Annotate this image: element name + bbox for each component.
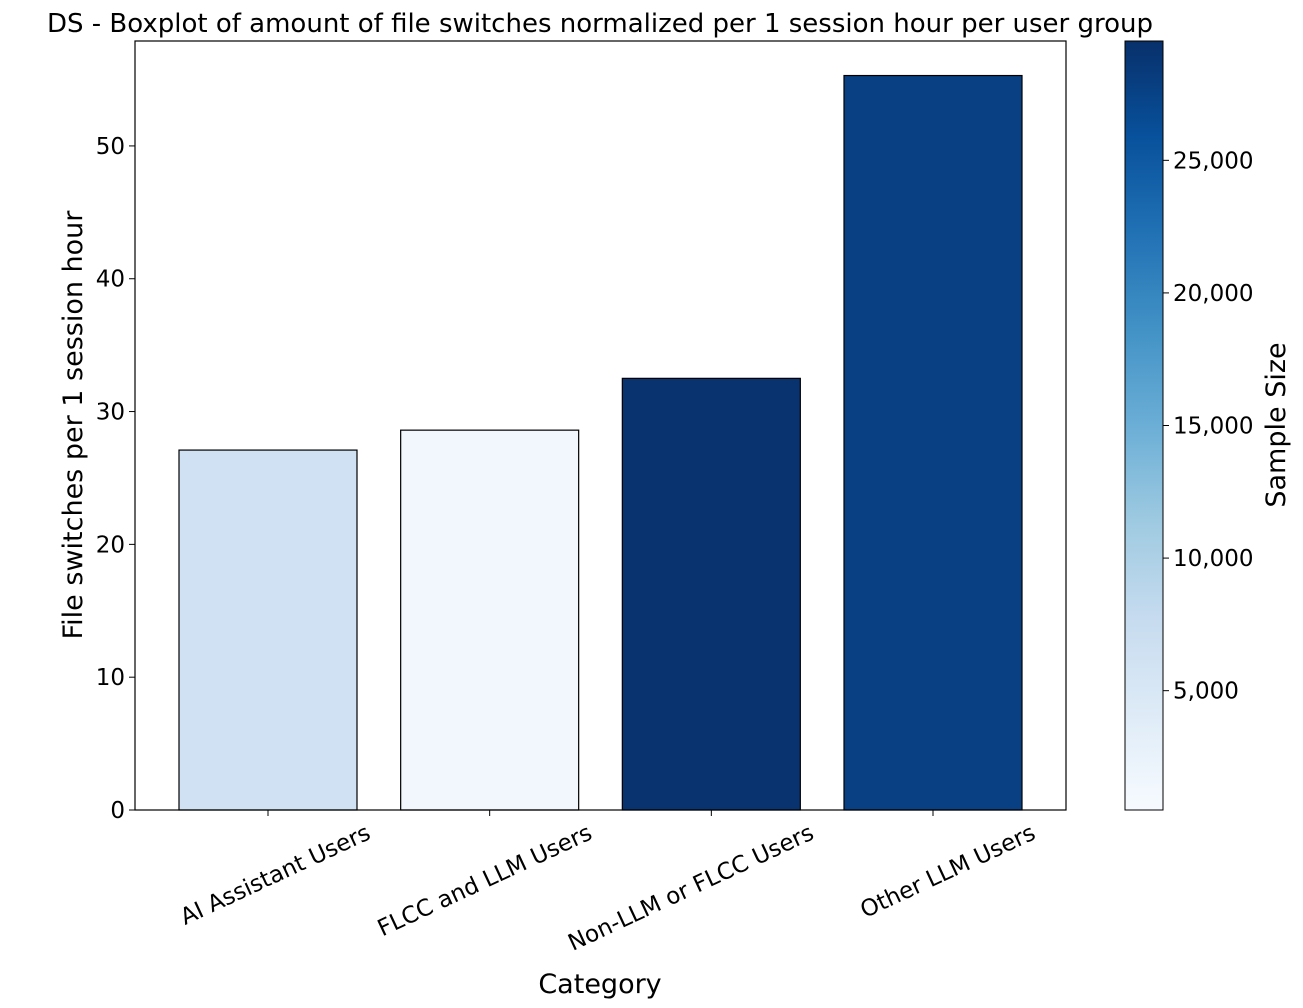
colorbar-label: Sample Size — [1261, 342, 1292, 507]
colorbar-tick-label: 15,000 — [1173, 414, 1253, 440]
y-tick-label: 40 — [96, 267, 125, 293]
bar — [400, 429, 580, 811]
plot-frame — [134, 40, 1067, 811]
chart-title: DS - Boxplot of amount of file switches … — [47, 9, 1153, 39]
x-tick-label: AI Assistant Users — [177, 820, 375, 931]
colorbar — [1124, 40, 1164, 811]
x-tick-label: Other LLM Users — [857, 820, 1040, 924]
x-axis-label: Category — [538, 969, 661, 1000]
bar — [621, 377, 801, 811]
bar — [843, 74, 1023, 811]
x-tick-label: FLCC and LLM Users — [374, 820, 596, 942]
x-axis-ticks: AI Assistant Users FLCC and LLM UsersNon-… — [177, 810, 1040, 957]
colorbar-tick-label: 25,000 — [1173, 148, 1253, 174]
y-tick-label: 20 — [96, 532, 125, 558]
colorbar-tick-label: 20,000 — [1173, 281, 1253, 307]
y-tick-label: 0 — [110, 798, 125, 824]
y-axis-label: File switches per 1 session hour — [58, 210, 89, 640]
x-tick-label: Non-LLM or FLCC Users — [564, 820, 818, 957]
bars-layer — [178, 74, 1023, 811]
colorbar-ticks: 5,000 10,000 15,000 20,000 25,000 — [1163, 148, 1253, 705]
y-tick-label: 50 — [96, 134, 125, 160]
colorbar-tick-label: 5,000 — [1173, 679, 1239, 705]
colorbar-tick-label: 10,000 — [1173, 546, 1253, 572]
y-tick-label: 30 — [96, 400, 125, 426]
y-axis-ticks: 0 10 20 30 40 50 — [96, 134, 135, 824]
y-tick-label: 10 — [96, 665, 125, 691]
bar — [178, 449, 358, 811]
